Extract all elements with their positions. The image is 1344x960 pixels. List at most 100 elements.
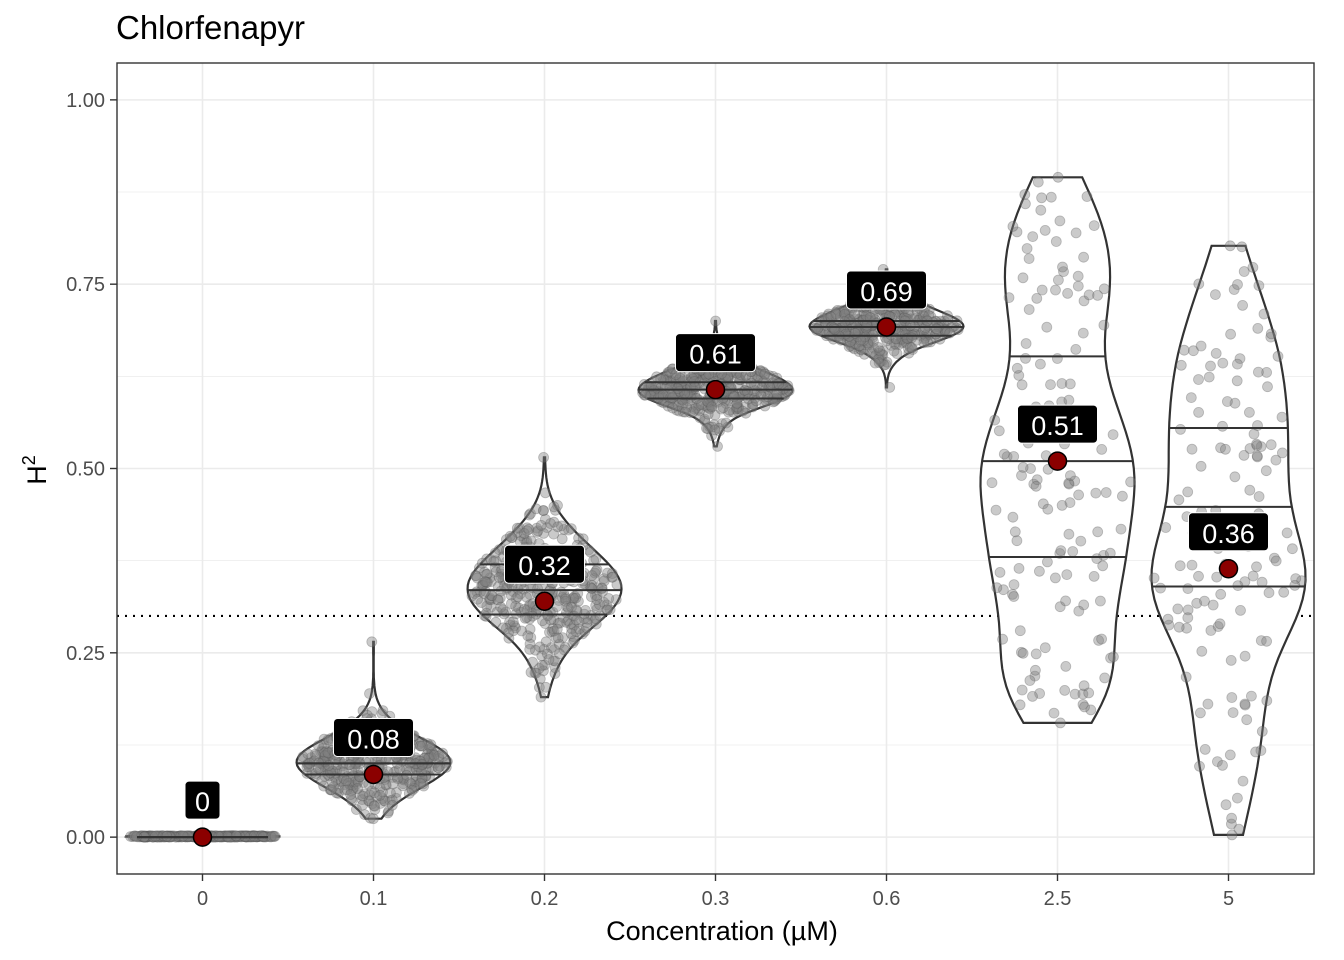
mean-point-0.2	[534, 591, 555, 611]
jitter-point	[1226, 692, 1238, 703]
jitter-point	[152, 830, 164, 842]
jitter-point	[426, 746, 438, 758]
mean-point-0.1	[363, 764, 384, 785]
jitter-point	[1098, 319, 1110, 331]
jitter-point	[1203, 371, 1215, 383]
jitter-point	[1021, 243, 1033, 254]
jitter-point	[387, 778, 399, 790]
jitter-point	[256, 830, 268, 842]
jitter-point	[1262, 381, 1273, 393]
jitter-point	[1070, 343, 1082, 355]
jitter-point	[409, 780, 421, 792]
jitter-point	[349, 776, 361, 788]
jitter-point	[423, 751, 435, 763]
jitter-point	[1239, 650, 1251, 662]
jitter-point	[1195, 340, 1207, 352]
jitter-point	[248, 830, 260, 842]
jitter-point	[249, 830, 261, 842]
jitter-point	[1073, 489, 1084, 501]
jitter-point	[347, 784, 359, 795]
jitter-point	[334, 765, 346, 777]
jitter-point	[1251, 561, 1262, 573]
jitter-point	[1042, 503, 1054, 515]
jitter-point	[416, 772, 428, 784]
jitter-point	[317, 743, 328, 754]
jitter-point	[710, 315, 721, 327]
jitter-point	[1195, 460, 1207, 472]
jitter-point	[257, 830, 268, 842]
jitter-point	[347, 770, 359, 781]
jitter-point	[357, 799, 369, 811]
jitter-point	[366, 636, 378, 648]
jitter-point	[256, 830, 268, 842]
jitter-point	[424, 740, 435, 752]
jitter-point	[1019, 189, 1031, 200]
jitter-point	[869, 357, 881, 369]
jitter-point	[538, 451, 549, 463]
jitter-point	[428, 748, 440, 760]
jitter-point	[371, 790, 383, 802]
jitter-point	[261, 830, 273, 842]
jitter-point	[374, 789, 386, 801]
jitter-point	[1055, 717, 1066, 729]
jitter-point	[420, 770, 432, 781]
jitter-point	[310, 770, 322, 782]
jitter-point	[1032, 176, 1044, 188]
jitter-point	[238, 830, 250, 842]
jitter-point	[139, 830, 150, 842]
jitter-point	[540, 487, 551, 499]
jitter-point	[942, 310, 953, 322]
jitter-point	[884, 381, 896, 393]
jitter-point	[591, 594, 603, 605]
jitter-point	[1011, 362, 1023, 374]
jitter-point	[1017, 272, 1029, 284]
jitter-point	[405, 778, 417, 790]
jitter-point	[164, 830, 176, 842]
jitter-point	[535, 691, 547, 703]
jitter-point	[1193, 374, 1204, 385]
jitter-point	[335, 775, 347, 787]
jitter-point	[504, 530, 516, 542]
mean-label-0.6: 0.69	[846, 270, 927, 310]
jitter-point	[527, 656, 538, 668]
jitter-point	[607, 571, 619, 583]
jitter-point	[323, 735, 335, 746]
x-tick-label: 5	[1223, 888, 1234, 910]
jitter-point	[1194, 760, 1205, 772]
jitter-point	[497, 604, 509, 615]
jitter-point	[1052, 353, 1063, 364]
jitter-point	[1226, 812, 1237, 824]
jitter-point	[319, 750, 331, 761]
jitter-point	[1067, 546, 1079, 557]
jitter-point	[540, 681, 552, 693]
jitter-point	[219, 830, 231, 842]
jitter-point	[603, 593, 615, 604]
jitter-point	[129, 830, 141, 842]
y-tick-label: 0.25	[66, 643, 105, 665]
jitter-point	[1252, 420, 1263, 431]
jitter-point	[390, 792, 402, 804]
jitter-point	[1265, 328, 1277, 340]
mean-point-5	[1218, 559, 1239, 579]
jitter-point	[301, 768, 313, 779]
jitter-point	[1182, 583, 1194, 594]
jitter-point	[406, 783, 417, 795]
jitter-point	[1224, 749, 1236, 761]
jitter-point	[312, 763, 324, 774]
jitter-point	[1289, 580, 1301, 591]
jitter-point	[136, 830, 148, 842]
jitter-point	[1277, 447, 1288, 459]
jitter-point	[349, 761, 361, 773]
jitter-point	[1063, 394, 1075, 406]
jitter-point	[1078, 680, 1090, 692]
jitter-point	[759, 368, 771, 380]
jitter-point	[565, 628, 577, 639]
jitter-point	[1231, 375, 1243, 387]
y-axis-title-base: H	[22, 465, 52, 485]
violin-2.5	[979, 176, 1136, 724]
jitter-point	[1034, 565, 1045, 577]
jitter-point	[1017, 461, 1029, 473]
jitter-point	[225, 830, 237, 842]
jitter-point	[268, 831, 280, 842]
jitter-point	[1186, 559, 1198, 571]
